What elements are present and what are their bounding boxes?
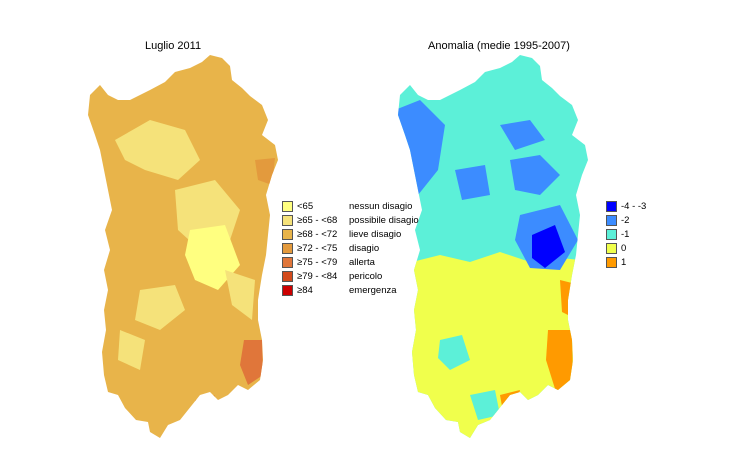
legend-desc: disagio: [349, 243, 380, 254]
left-map-title: Luglio 2011: [145, 40, 202, 52]
legend-range: 0: [621, 243, 627, 254]
legend-swatch: [282, 215, 293, 226]
legend-entry-6: ≥84 emergenza: [282, 284, 397, 297]
legend-entry-2: -1: [606, 228, 629, 241]
legend-swatch: [282, 201, 293, 212]
left-map-sardinia: [88, 55, 278, 438]
legend-entry-0: <65 nessun disagio: [282, 200, 412, 213]
legend-range: -2: [621, 215, 630, 226]
legend-range: <65: [297, 201, 314, 212]
legend-swatch: [282, 257, 293, 268]
legend-entry-3: 0: [606, 242, 626, 255]
legend-swatch: [282, 271, 293, 282]
right-map-title: Anomalia (medie 1995-2007): [428, 40, 570, 52]
legend-desc: pericolo: [349, 271, 383, 282]
legend-swatch: [606, 243, 617, 254]
legend-range: ≥72 - <75: [297, 243, 338, 254]
legend-range: ≥79 - <84: [297, 271, 338, 282]
legend-entry-5: ≥79 - <84 pericolo: [282, 270, 382, 283]
legend-desc: emergenza: [349, 285, 397, 296]
legend-range: -4 - -3: [621, 201, 647, 212]
legend-range: ≥68 - <72: [297, 229, 338, 240]
legend-swatch: [606, 215, 617, 226]
legend-range: ≥65 - <68: [297, 215, 338, 226]
legend-range: ≥84: [297, 285, 313, 296]
legend-entry-2: ≥68 - <72 lieve disagio: [282, 228, 401, 241]
legend-range: -1: [621, 229, 630, 240]
legend-entry-1: -2: [606, 214, 629, 227]
legend-swatch: [282, 243, 293, 254]
right-map-sardinia: [398, 55, 588, 438]
legend-swatch: [606, 201, 617, 212]
legend-entry-4: 1: [606, 256, 626, 269]
legend-desc: allerta: [349, 257, 375, 268]
legend-desc: lieve disagio: [349, 229, 402, 240]
legend-swatch: [606, 257, 617, 268]
legend-entry-4: ≥75 - <79 allerta: [282, 256, 375, 269]
legend-range: 1: [621, 257, 627, 268]
legend-desc: possibile disagio: [349, 215, 419, 226]
legend-swatch: [282, 229, 293, 240]
legend-swatch: [282, 285, 293, 296]
legend-entry-1: ≥65 - <68 possibile disagio: [282, 214, 419, 227]
legend-entry-0: -4 - -3: [606, 200, 646, 213]
legend-desc: nessun disagio: [349, 201, 413, 212]
legend-range: ≥75 - <79: [297, 257, 338, 268]
legend-entry-3: ≥72 - <75 disagio: [282, 242, 379, 255]
legend-swatch: [606, 229, 617, 240]
